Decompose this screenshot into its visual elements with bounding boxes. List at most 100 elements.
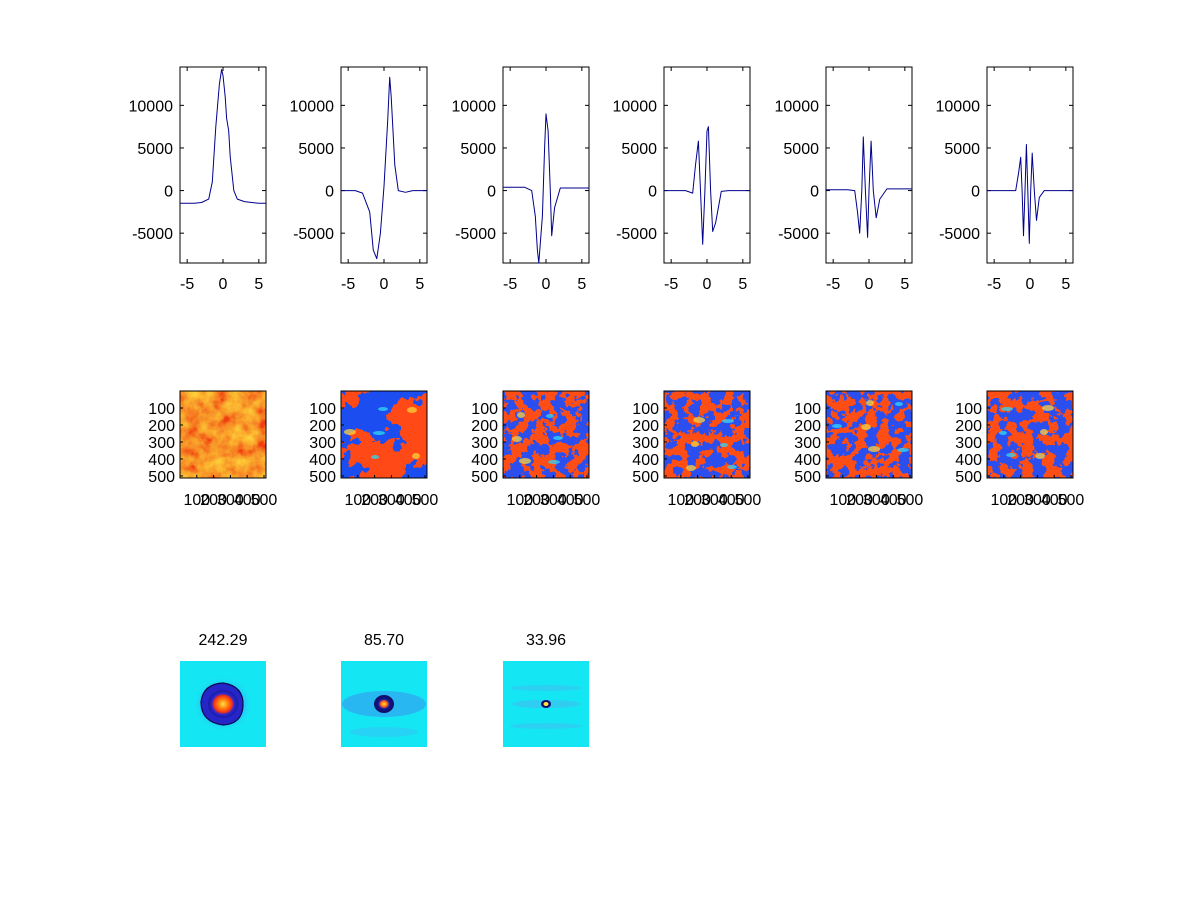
y-tick-label: 5000 (783, 141, 819, 158)
y-tick-label: 0 (648, 184, 657, 201)
y-tick-label: 200 (632, 418, 659, 435)
x-tick-label: 0 (703, 276, 712, 293)
x-tick-label: -5 (180, 276, 194, 293)
y-tick-label: 400 (471, 452, 498, 469)
y-tick-label: 10000 (290, 98, 335, 115)
x-tick-label: 500 (735, 492, 762, 509)
axes-box (179, 66, 267, 264)
x-tick-label: 200 (846, 492, 873, 509)
field-highlight (722, 419, 734, 423)
y-tick-label: 0 (487, 184, 496, 201)
y-tick-label: 5000 (460, 141, 496, 158)
y-tick-label: 400 (148, 452, 175, 469)
x-tick-label: 100 (667, 492, 694, 509)
y-tick-label: 300 (955, 435, 982, 452)
axes-box (502, 66, 590, 264)
y-tick-label: 5000 (298, 141, 334, 158)
axes-box (179, 390, 267, 479)
x-tick-label: 5 (1061, 276, 1070, 293)
y-tick-label: 500 (955, 469, 982, 486)
x-tick-label: -5 (826, 276, 840, 293)
field-highlight (693, 417, 705, 423)
line-panel-5: -5 0 5 -5000 0 5000 10000 (775, 66, 913, 293)
field-highlight (371, 455, 379, 459)
panel-title: 33.96 (526, 632, 566, 649)
side-band (510, 723, 582, 729)
y-tick-label: 5000 (137, 141, 173, 158)
y-tick-label: 400 (309, 452, 336, 469)
y-tick-label: 0 (810, 184, 819, 201)
x-tick-label: 5 (415, 276, 424, 293)
peak-core (543, 702, 549, 706)
x-tick-label: 0 (542, 276, 551, 293)
correlation-panel-2: 85.70 (341, 632, 427, 747)
axes-box (825, 390, 913, 479)
y-tick-label: 0 (971, 184, 980, 201)
heatmap-image (180, 391, 266, 478)
y-tick-label: 10000 (613, 98, 658, 115)
x-tick-label: 500 (574, 492, 601, 509)
x-tick-label: -5 (341, 276, 355, 293)
heatmap-image (503, 391, 589, 478)
side-band (510, 685, 582, 691)
x-tick-label: 100 (829, 492, 856, 509)
y-tick-label: 500 (632, 469, 659, 486)
y-tick-label: -5000 (455, 226, 496, 243)
field-highlight (861, 424, 871, 430)
y-tick-label: 10000 (936, 98, 981, 115)
field-highlight (412, 453, 420, 459)
x-tick-label: 400 (1041, 492, 1068, 509)
x-tick-label: 0 (865, 276, 874, 293)
field-highlight (1042, 405, 1054, 411)
heatmap-image (987, 391, 1073, 478)
x-tick-label: 300 (1024, 492, 1051, 509)
x-tick-label: 0 (380, 276, 389, 293)
x-tick-label: 400 (880, 492, 907, 509)
x-tick-label: 0 (1026, 276, 1035, 293)
side-band (350, 727, 418, 737)
y-tick-label: -5000 (939, 226, 980, 243)
axes-box (986, 390, 1074, 479)
field-highlight (868, 446, 880, 452)
peak-core (377, 698, 391, 710)
x-tick-label: 400 (718, 492, 745, 509)
field-highlight (344, 429, 356, 435)
y-tick-label: 100 (955, 401, 982, 418)
field-highlight (1035, 453, 1045, 459)
field-highlight (1001, 407, 1013, 411)
field-highlight (686, 465, 696, 471)
field-highlight (548, 460, 560, 464)
field-highlight (512, 436, 522, 442)
x-tick-label: 100 (183, 492, 210, 509)
panel-title: 242.29 (199, 632, 248, 649)
y-tick-label: -5000 (778, 226, 819, 243)
x-tick-label: -5 (503, 276, 517, 293)
x-tick-label: 100 (990, 492, 1017, 509)
y-tick-label: -5000 (293, 226, 334, 243)
y-tick-label: 300 (794, 435, 821, 452)
y-tick-label: 5000 (621, 141, 657, 158)
field-highlight (691, 441, 699, 447)
heatmap-image (341, 391, 427, 478)
y-tick-label: 100 (309, 401, 336, 418)
x-tick-label: 300 (701, 492, 728, 509)
field-highlight (895, 402, 903, 406)
y-tick-label: 300 (148, 435, 175, 452)
y-tick-label: 400 (955, 452, 982, 469)
y-tick-label: 500 (148, 469, 175, 486)
y-tick-label: 400 (794, 452, 821, 469)
x-tick-label: 300 (540, 492, 567, 509)
field-highlight (897, 448, 909, 452)
field-highlight (727, 465, 737, 469)
y-tick-label: 100 (632, 401, 659, 418)
y-tick-label: 500 (309, 469, 336, 486)
x-tick-label: 400 (557, 492, 584, 509)
series-line (987, 144, 1073, 244)
x-tick-label: 100 (344, 492, 371, 509)
x-tick-label: 5 (254, 276, 263, 293)
